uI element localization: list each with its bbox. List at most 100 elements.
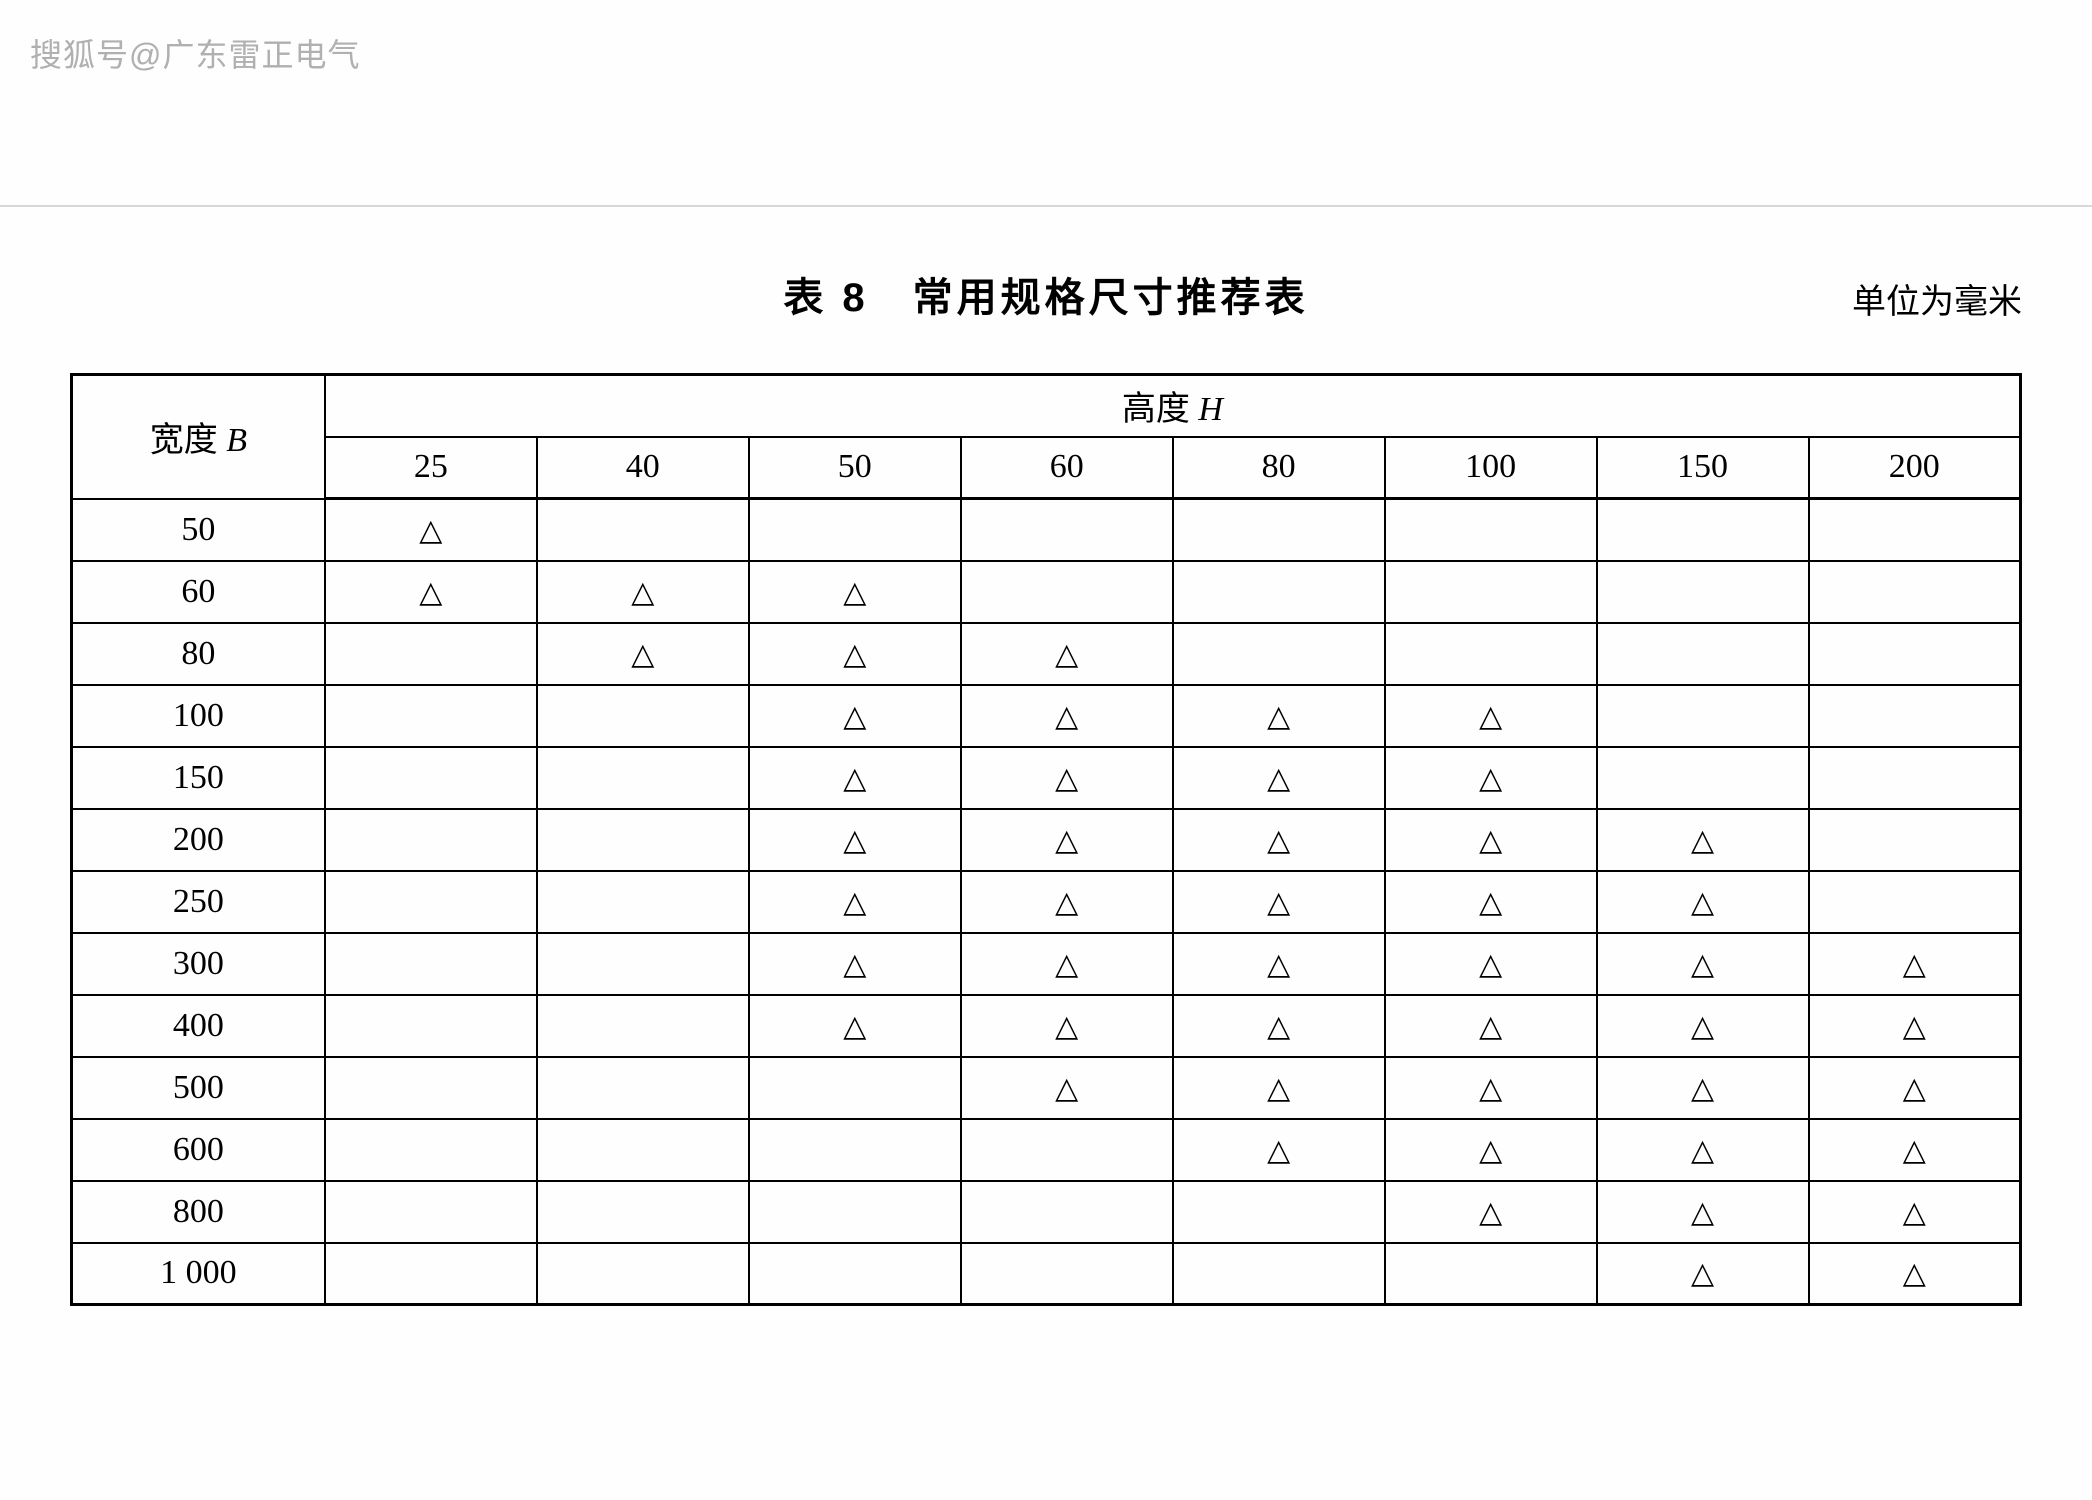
row-label: 150: [72, 747, 325, 809]
table-cell: [537, 871, 749, 933]
table-cell: [325, 1057, 537, 1119]
table-cell: △: [749, 933, 961, 995]
header-height-h: 高度 H: [325, 375, 2021, 437]
table-cell: [325, 995, 537, 1057]
table-cell: [1173, 499, 1385, 561]
table-cell: △: [1385, 747, 1597, 809]
table-cell: △: [961, 809, 1173, 871]
table-cell: △: [1809, 933, 2021, 995]
triangle-marker-icon: △: [1055, 886, 1078, 919]
table-cell: [1173, 561, 1385, 623]
table-cell: △: [1597, 871, 1809, 933]
triangle-marker-icon: △: [1267, 1134, 1290, 1167]
table-row: 1 000△△: [72, 1243, 2021, 1305]
table-cell: △: [1385, 1181, 1597, 1243]
table-cell: [537, 747, 749, 809]
horizontal-rule: [0, 205, 2092, 207]
table-cell: △: [1597, 933, 1809, 995]
table-cell: △: [961, 685, 1173, 747]
table-cell: △: [961, 871, 1173, 933]
triangle-marker-icon: △: [1903, 948, 1926, 981]
table-cell: [537, 995, 749, 1057]
table-cell: [325, 1119, 537, 1181]
table-cell: △: [1809, 1181, 2021, 1243]
table-row: 50 △: [72, 499, 2021, 561]
table-row: 100△△△△: [72, 685, 2021, 747]
table-cell: [1597, 499, 1809, 561]
table-cell: △: [961, 995, 1173, 1057]
table-cell: [961, 1119, 1173, 1181]
table-cell: △: [1809, 1243, 2021, 1305]
table-cell: △: [1385, 1119, 1597, 1181]
triangle-marker-icon: △: [419, 514, 442, 547]
triangle-marker-icon: △: [1691, 886, 1714, 919]
table-cell: [537, 809, 749, 871]
table-cell: [325, 685, 537, 747]
triangle-marker-icon: △: [1267, 1072, 1290, 1105]
triangle-marker-icon: △: [1479, 1134, 1502, 1167]
table-cell: [1173, 1243, 1385, 1305]
table-row: 600△△△△: [72, 1119, 2021, 1181]
column-header: 40: [537, 437, 749, 499]
triangle-marker-icon: △: [1479, 886, 1502, 919]
row-label: 200: [72, 809, 325, 871]
triangle-marker-icon: △: [843, 948, 866, 981]
triangle-marker-icon: △: [1267, 824, 1290, 857]
row-label: 80: [72, 623, 325, 685]
column-header: 80: [1173, 437, 1385, 499]
triangle-marker-icon: △: [1903, 1072, 1926, 1105]
column-header: 50: [749, 437, 961, 499]
triangle-marker-icon: △: [1267, 886, 1290, 919]
table-cell: [749, 1243, 961, 1305]
triangle-marker-icon: △: [1267, 1010, 1290, 1043]
table-row: 150△△△△: [72, 747, 2021, 809]
header-height-prefix: 高度: [1122, 391, 1199, 428]
header-height-var: H: [1198, 391, 1223, 428]
table-cell: △: [1385, 933, 1597, 995]
row-label: 50: [72, 499, 325, 561]
table-cell: △: [1597, 1057, 1809, 1119]
table-cell: [961, 561, 1173, 623]
column-header: 25: [325, 437, 537, 499]
table-cell: [961, 1243, 1173, 1305]
triangle-marker-icon: △: [1055, 700, 1078, 733]
table-cell: [325, 933, 537, 995]
table-row: 800△△△: [72, 1181, 2021, 1243]
table-cell: [1809, 871, 2021, 933]
table-cell: [749, 1119, 961, 1181]
triangle-marker-icon: △: [1903, 1257, 1926, 1290]
watermark-text: 搜狐号@广东雷正电气: [30, 30, 361, 76]
table-cell: △: [537, 623, 749, 685]
triangle-marker-icon: △: [1055, 1072, 1078, 1105]
header-row-1: 宽度 B 高度 H: [72, 375, 2021, 437]
header-width-b: 宽度 B: [72, 375, 325, 499]
table-row: 80△△△: [72, 623, 2021, 685]
table-header: 宽度 B 高度 H 2540506080100150200: [72, 375, 2021, 499]
table-body: 50△60△△△80△△△100△△△△150△△△△200△△△△△250△△…: [72, 499, 2021, 1305]
triangle-marker-icon: △: [843, 700, 866, 733]
triangle-marker-icon: △: [843, 576, 866, 609]
table-cell: △: [961, 1057, 1173, 1119]
spec-table: 宽度 B 高度 H 2540506080100150200 50△60△△△80…: [70, 373, 2022, 1306]
table-cell: [1385, 1243, 1597, 1305]
table-cell: [325, 747, 537, 809]
table-cell: [325, 1181, 537, 1243]
row-label: 100: [72, 685, 325, 747]
table-cell: [1385, 499, 1597, 561]
table-row: 400△△△△△△: [72, 995, 2021, 1057]
table-cell: △: [1385, 871, 1597, 933]
triangle-marker-icon: △: [1691, 948, 1714, 981]
triangle-marker-icon: △: [419, 576, 442, 609]
triangle-marker-icon: △: [1267, 700, 1290, 733]
table-cell: [1809, 747, 2021, 809]
column-header: 100: [1385, 437, 1597, 499]
table-cell: △: [1597, 809, 1809, 871]
table-cell: [537, 1243, 749, 1305]
table-row: 500△△△△△: [72, 1057, 2021, 1119]
table-cell: △: [749, 747, 961, 809]
table-cell: △: [1385, 995, 1597, 1057]
table-cell: [537, 1057, 749, 1119]
table-cell: △: [1597, 995, 1809, 1057]
triangle-marker-icon: △: [1479, 948, 1502, 981]
table-cell: [537, 685, 749, 747]
